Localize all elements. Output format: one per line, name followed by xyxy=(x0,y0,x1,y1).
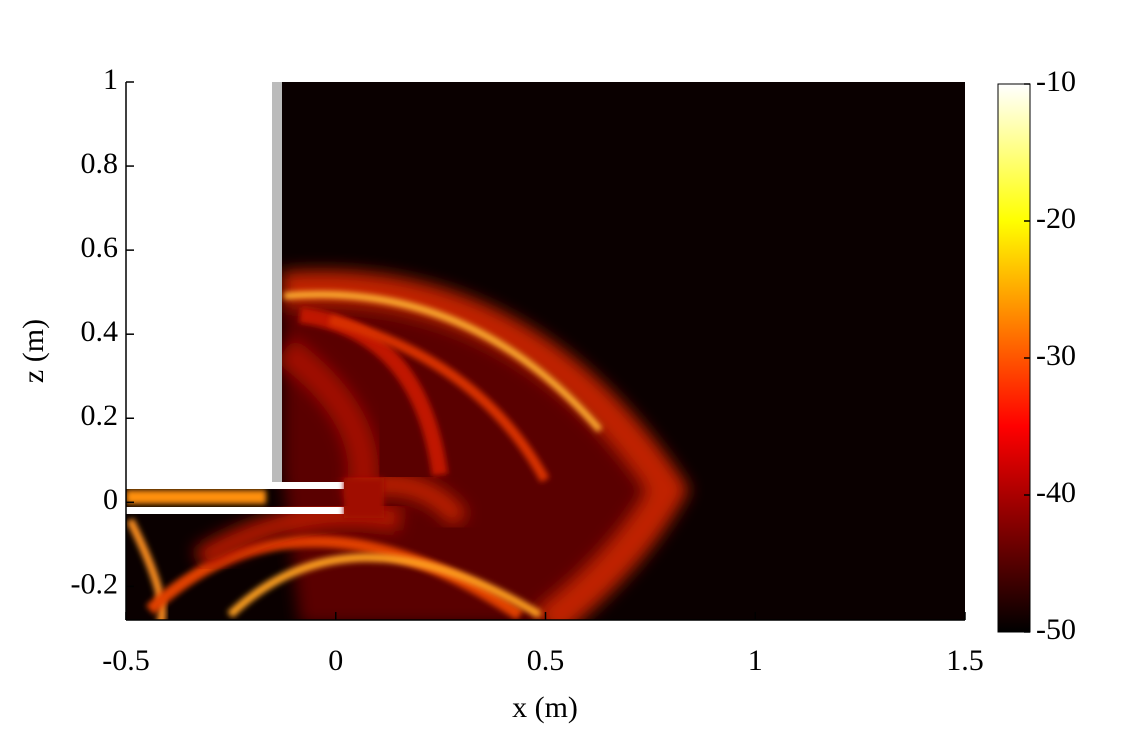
wave-crest xyxy=(283,290,603,433)
field-region xyxy=(282,299,672,620)
colorbar-tick-label: -10 xyxy=(1036,65,1076,98)
x-axis-label: x (m) xyxy=(512,691,578,724)
colorbar-tick-label: -20 xyxy=(1036,202,1076,235)
wave-arc xyxy=(145,535,524,620)
wave-front xyxy=(280,270,690,620)
plate-gap xyxy=(126,490,266,504)
y-tick-label: 0 xyxy=(103,483,118,516)
x-tick-label: 0 xyxy=(328,644,343,677)
x-tick-label: 0.5 xyxy=(527,644,565,677)
y-tick-label: 0.6 xyxy=(81,231,119,264)
colorbar-tick-label: -30 xyxy=(1036,339,1076,372)
plate xyxy=(126,482,344,489)
y-tick-label: 1 xyxy=(103,63,118,96)
x-tick-label: 1.5 xyxy=(946,644,984,677)
wave-arc xyxy=(126,518,166,620)
plate xyxy=(126,507,344,514)
wave-arc xyxy=(227,553,543,619)
y-tick-label: 0.4 xyxy=(81,315,119,348)
y-tick-label: 0.8 xyxy=(81,147,119,180)
wave-arc xyxy=(298,307,448,477)
x-tick-label: -0.5 xyxy=(102,644,150,677)
colorbar-tick-label: -40 xyxy=(1036,476,1076,509)
obstacle-edge xyxy=(272,82,282,482)
field xyxy=(126,82,965,620)
y-tick-label: 0.2 xyxy=(81,399,119,432)
wave-arc xyxy=(328,315,550,483)
obstacle xyxy=(126,82,280,482)
y-tick-label: -0.2 xyxy=(71,567,119,600)
plate-tip xyxy=(344,478,384,518)
y-axis-label: z (m) xyxy=(17,319,50,383)
colorbar-tick-label: -50 xyxy=(1036,613,1076,646)
x-tick-label: 1 xyxy=(748,644,763,677)
